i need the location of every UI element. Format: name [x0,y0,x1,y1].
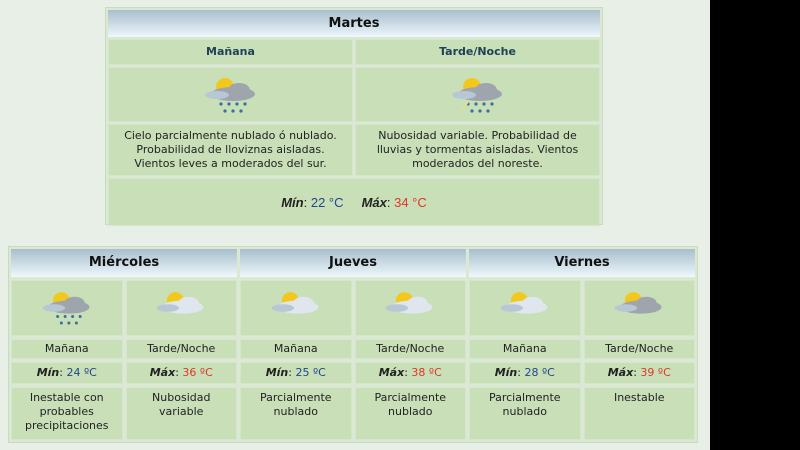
weather-icon-cell [469,280,581,336]
period-column: Mañana Mín: 25 ºC Parcialmente nublado [240,280,352,440]
period-column: Tarde/Noche Máx: 36 ºC Nubosidad variabl… [125,280,237,440]
period-temp: Máx: 36 ºC [125,362,237,384]
day-header: Martes [108,10,600,37]
sun-cloud-storm-icon [451,77,502,113]
period-column: Tarde/Noche Máx: 39 ºC Inestable [583,280,695,440]
period-label: Mañana [469,339,581,359]
min-temp: 22 °C [310,195,344,210]
period-temp: Mín: 24 ºC [11,362,123,384]
period-column: Mañana Mín: 24 ºC Inestable con probable… [11,280,123,440]
period-label: Tarde/Noche [125,339,237,359]
period-label: Tarde/Noche [354,339,466,359]
sun-cloud-rain-icon [42,292,90,325]
weather-icon-cell [125,280,237,336]
period-temp: Máx: 39 ºC [583,362,695,384]
sun-cloud-icon [271,292,319,314]
period-temp: Mín: 25 ºC [240,362,352,384]
max-temp: 34 °C [394,195,427,210]
period-label: Tarde/Noche [583,339,695,359]
extended-forecast: Miércoles Mañana Mín: 24 ºC Inestable co… [8,246,698,443]
page: Martes Mañana Tarde/Noche Cielo parcialme… [0,0,710,450]
sun-cloud-icon [500,292,548,314]
sun-cloud-gray-icon [614,292,662,314]
period-label: Mañana [108,39,353,65]
min-max: Mín: 22 °C Máx: 34 °C [108,178,600,226]
weather-icon-cell [11,280,123,336]
period-description: Parcialmente nublado [354,387,466,440]
today-forecast: Martes Mañana Tarde/Noche Cielo parcialme… [105,7,603,226]
weather-icon-cell [355,67,600,122]
day-header: Miércoles [11,249,237,277]
sun-cloud-rain-icon [204,77,255,113]
period-label: Mañana [240,339,352,359]
period-column: Mañana Mín: 28 ºC Parcialmente nublado [469,280,581,440]
weather-icon-cell [240,280,352,336]
period-description: Cielo parcialmente nublado ó nublado. Pr… [108,124,353,176]
day-forecast: Jueves Mañana Mín: 25 ºC Parcialmente nu… [240,249,466,440]
sun-cloud-icon [385,292,433,314]
period-description: Nubosidad variable [125,387,237,440]
period-temp: Mín: 28 ºC [469,362,581,384]
day-header: Jueves [240,249,466,277]
period-label: Mañana [11,339,123,359]
day-forecast: Miércoles Mañana Mín: 24 ºC Inestable co… [11,249,237,440]
weather-icon-cell [583,280,695,336]
period-temp: Máx: 38 ºC [354,362,466,384]
day-forecast: Viernes Mañana Mín: 28 ºC Parcialmente n… [469,249,695,440]
period-description: Nubosidad variable. Probabilidad de lluv… [355,124,600,176]
day-header: Viernes [469,249,695,277]
period-description: Parcialmente nublado [469,387,581,440]
period-description: Inestable con probables precipitaciones [11,387,123,440]
period-description: Inestable [583,387,695,440]
weather-icon-cell [354,280,466,336]
sun-cloud-icon [156,292,204,314]
period-description: Parcialmente nublado [240,387,352,440]
period-label: Tarde/Noche [355,39,600,65]
period-column: Tarde/Noche Máx: 38 ºC Parcialmente nubl… [354,280,466,440]
weather-icon-cell [108,67,353,122]
